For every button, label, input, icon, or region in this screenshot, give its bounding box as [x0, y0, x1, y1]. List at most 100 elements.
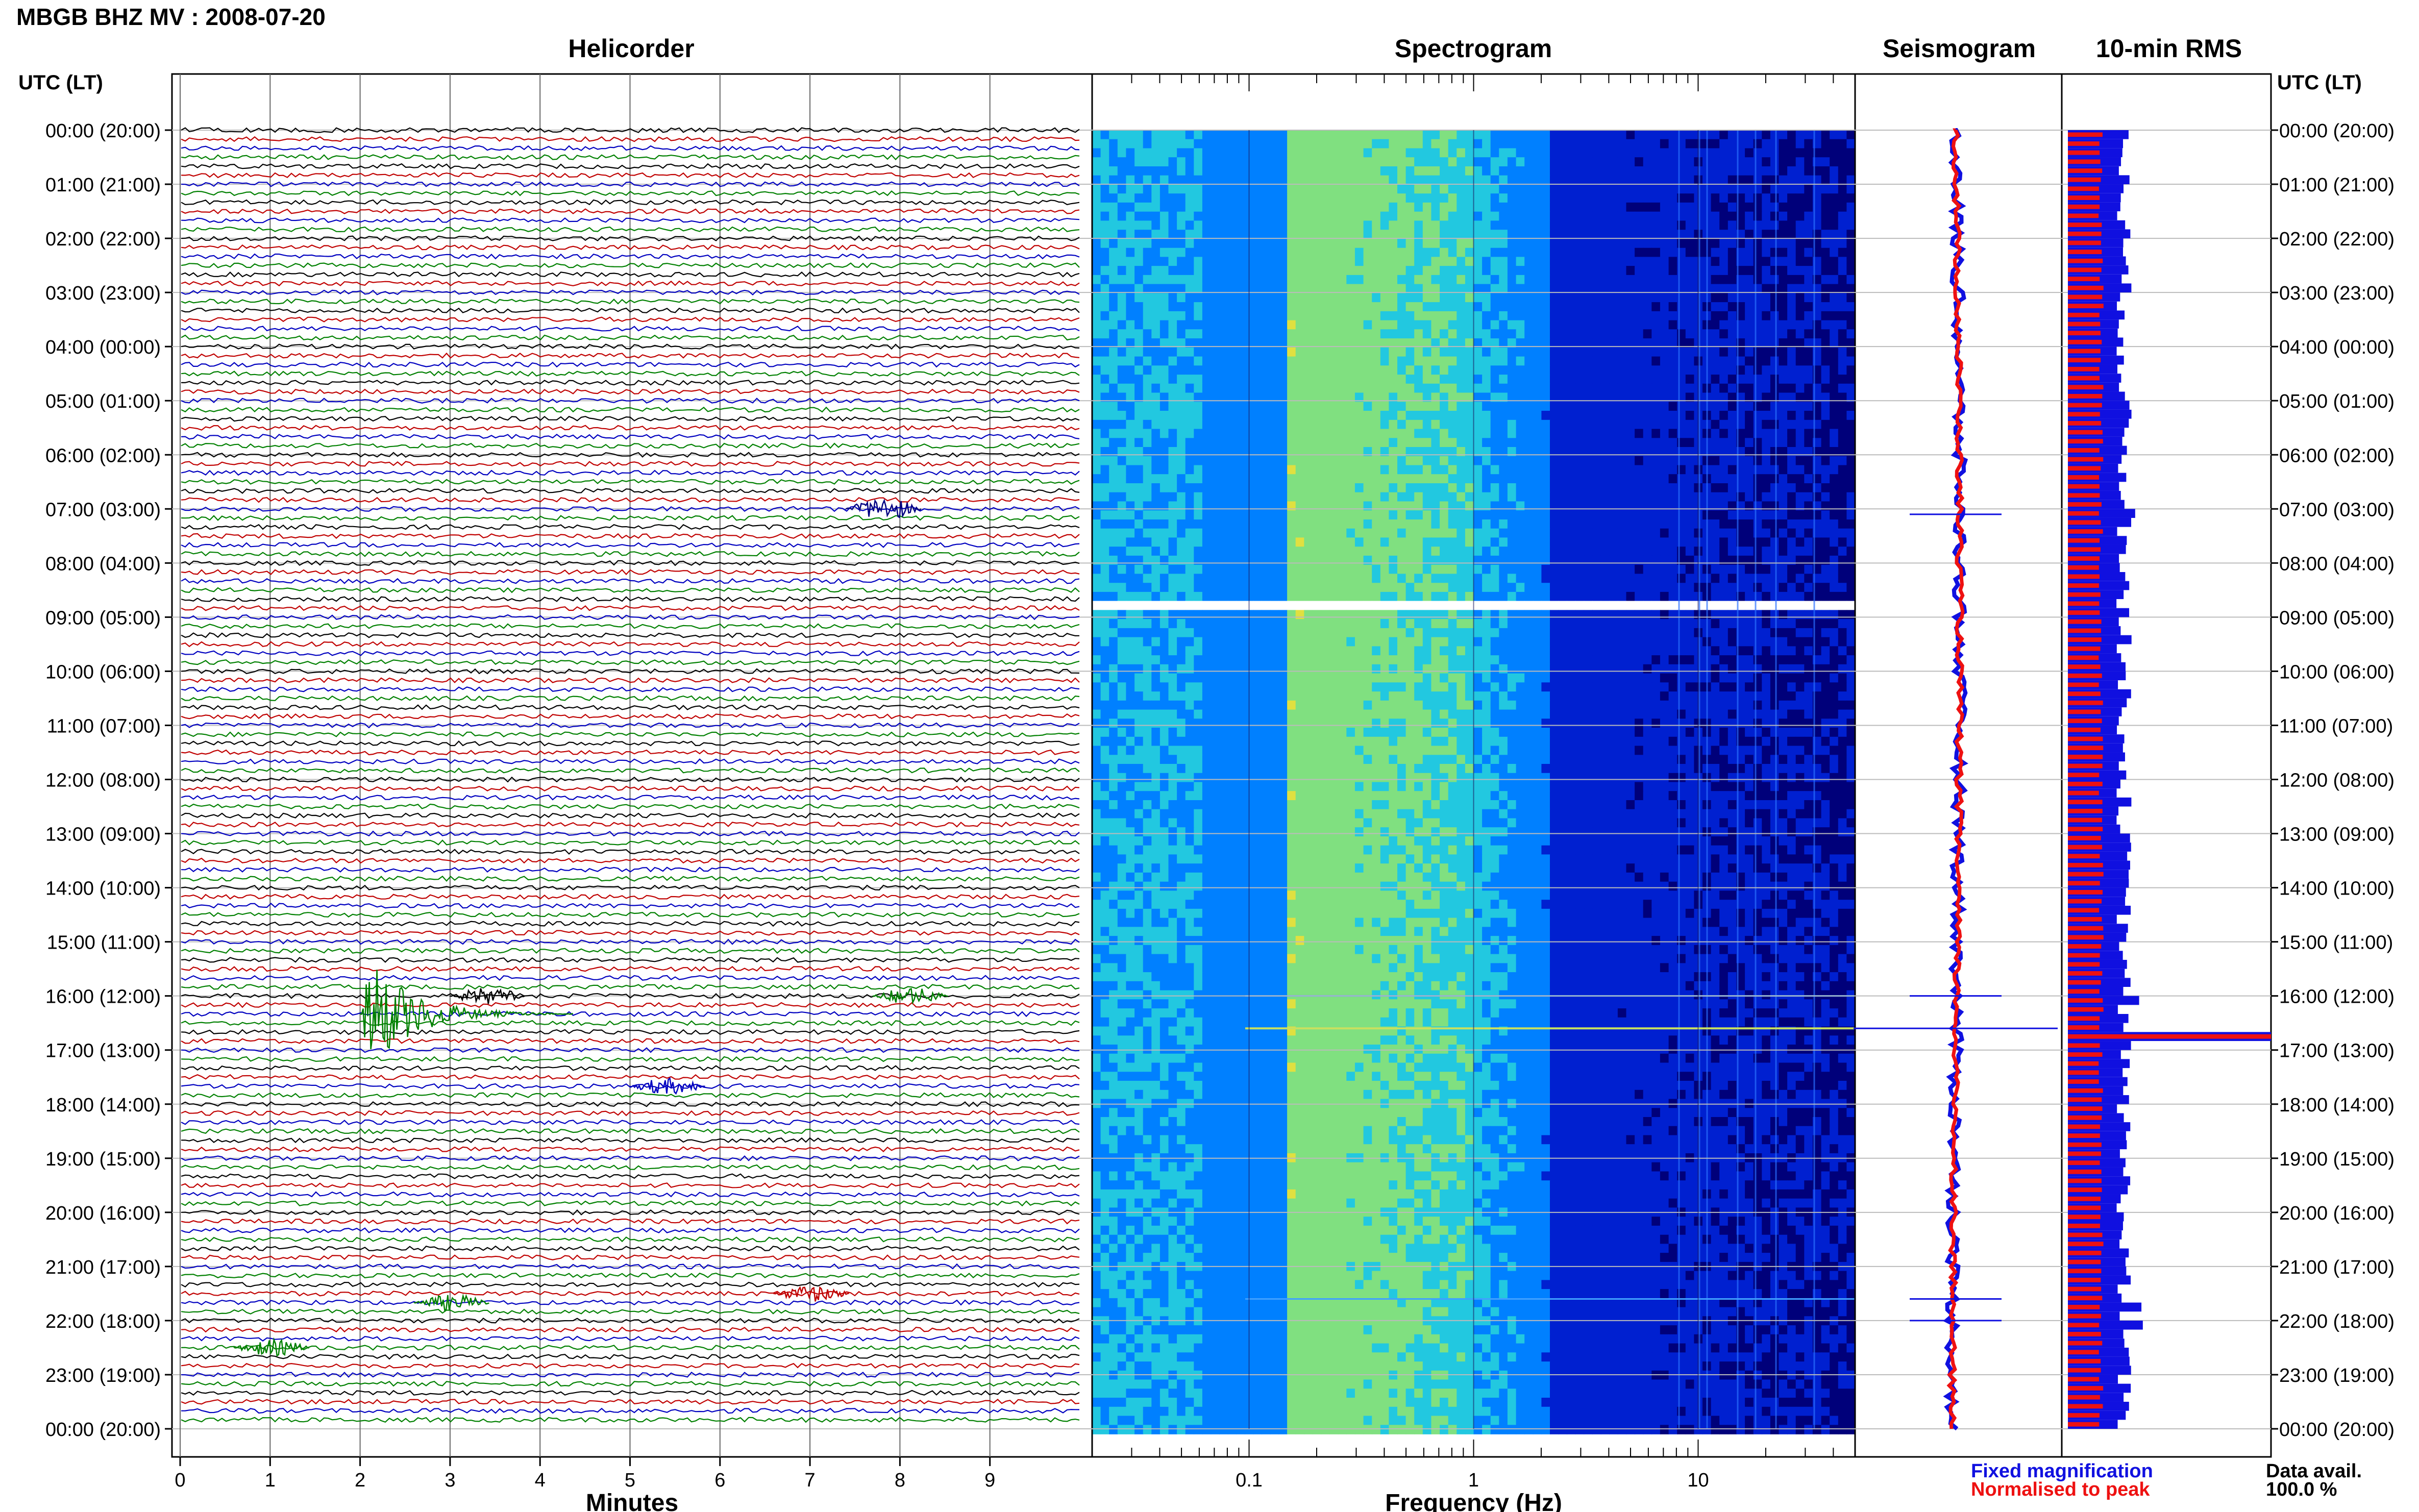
legend-fixed-magnification: Fixed magnification	[1971, 1460, 2153, 1482]
helicorder-trace	[181, 380, 1080, 386]
helicorder-trace	[181, 1399, 1080, 1405]
spectrogram-title: Spectrogram	[1394, 34, 1552, 63]
helicorder-trace	[181, 172, 1080, 179]
rms-normalised-bar	[2068, 754, 2103, 759]
y-tick-label-left: 17:00 (13:00)	[45, 1040, 161, 1062]
helicorder-trace	[181, 262, 1080, 268]
rms-normalised-bar	[2068, 872, 2104, 877]
rms-normalised-bar	[2068, 321, 2101, 327]
rms-normalised-bar	[2068, 1242, 2104, 1247]
rms-normalised-bar	[2068, 204, 2100, 209]
helicorder-trace	[181, 370, 1080, 377]
rms-normalised-bar	[2068, 1404, 2103, 1409]
rms-normalised-bar	[2068, 619, 2102, 624]
helicorder-trace	[181, 903, 1080, 909]
helicorder-trace	[181, 921, 1080, 927]
helicorder-trace	[181, 434, 1080, 440]
rms-normalised-bar	[2068, 493, 2100, 498]
figure-title: MBGB BHZ MV : 2008-07-20	[16, 4, 326, 30]
helicorder-trace	[181, 1281, 1080, 1288]
y-tick-label-left: 07:00 (03:00)	[45, 499, 161, 520]
y-tick-label-right: 02:00 (22:00)	[2279, 229, 2395, 250]
rms-normalised-bar	[2068, 186, 2099, 191]
y-tick-label-left: 10:00 (06:00)	[45, 661, 161, 683]
rms-normalised-bar	[2068, 980, 2101, 985]
rms-normalised-bar	[2068, 240, 2101, 245]
helicorder-trace	[181, 244, 1080, 251]
rms-normalised-bar	[2068, 1223, 2100, 1228]
rms-normalised-bar	[2068, 331, 2101, 336]
helicorder-trace	[181, 1335, 1080, 1342]
helicorder-trace	[181, 632, 1080, 638]
rms-normalised-bar	[2068, 1286, 2102, 1292]
rms-normalised-bar	[2068, 862, 2103, 867]
rms-normalised-bar	[2068, 1304, 2100, 1309]
helicorder-trace	[181, 812, 1080, 819]
helicorder-trace	[181, 208, 1080, 214]
helicorder-trace	[181, 1417, 1080, 1423]
rms-normalised-bar	[2068, 376, 2100, 381]
helicorder-trace	[181, 307, 1080, 314]
x-tick-label: 8	[895, 1470, 905, 1491]
rms-normalised-bar	[2068, 430, 2103, 435]
rms-normalised-bar	[2068, 700, 2103, 705]
data-avail-label: Data avail.	[2266, 1460, 2362, 1482]
helicorder-event	[872, 987, 948, 1005]
helicorder-trace	[181, 767, 1080, 774]
helicorder-trace	[181, 713, 1080, 720]
helicorder-trace	[181, 740, 1080, 747]
helicorder-trace	[181, 794, 1080, 801]
helicorder-trace	[181, 1029, 1080, 1035]
y-tick-label-left: 08:00 (04:00)	[45, 553, 161, 575]
y-tick-label-right: 23:00 (19:00)	[2279, 1365, 2395, 1386]
rms-normalised-bar	[2068, 277, 2100, 282]
rms-normalised-bar	[2068, 1395, 2100, 1400]
rms-normalised-bar	[2068, 673, 2102, 678]
y-tick-label-right: 22:00 (18:00)	[2279, 1311, 2395, 1332]
rms-normalised-bar	[2068, 556, 2100, 561]
helicorder-trace	[181, 1362, 1080, 1369]
helicorder-traces	[181, 127, 1080, 1423]
rms-normalised-bar	[2068, 403, 2102, 408]
rms-normalised-bar	[2068, 1151, 2101, 1156]
rms-normalised-bar	[2068, 817, 2103, 823]
helicorder-trace	[181, 533, 1080, 539]
helicorder-trace	[181, 199, 1080, 206]
rms-normalised-bar	[2068, 899, 2102, 904]
helicorder-trace	[181, 623, 1080, 629]
helicorder-trace	[181, 515, 1080, 521]
helicorder-trace	[181, 361, 1080, 368]
helicorder-trace	[181, 136, 1080, 142]
y-tick-label-right: 12:00 (08:00)	[2279, 770, 2395, 791]
rms-normalised-bar	[2068, 529, 2103, 534]
helicorder-trace	[181, 1083, 1080, 1089]
rms-normalised-bar	[2068, 935, 2104, 940]
rms-normalised-bar	[2068, 285, 2104, 290]
rms-normalised-bar	[2068, 1196, 2101, 1201]
helicorder-trace	[181, 659, 1080, 665]
helicorder-event	[629, 1077, 705, 1095]
helicorder-trace	[181, 326, 1080, 332]
helicorder-trace	[181, 875, 1080, 882]
rms-normalised-bar	[2068, 1422, 2100, 1427]
helicorder-trace	[181, 650, 1080, 656]
x-tick-label: 9	[984, 1470, 995, 1491]
freq-tick-label: 1	[1468, 1470, 1479, 1491]
helicorder-trace	[181, 614, 1080, 621]
helicorder-trace	[181, 957, 1080, 963]
rms-normalised-bar	[2068, 610, 2100, 615]
helicorder-trace	[181, 1056, 1080, 1062]
helicorder-trace	[181, 524, 1080, 530]
helicorder-trace	[181, 677, 1080, 684]
helicorder-trace	[181, 776, 1080, 783]
helicorder-trace	[181, 1191, 1080, 1198]
helicorder-trace	[181, 1092, 1080, 1098]
helicorder-trace	[181, 398, 1080, 404]
helicorder-trace	[181, 1236, 1080, 1243]
rms-normalised-bar	[2068, 1016, 2100, 1021]
rms-normalised-bar	[2068, 1025, 2100, 1030]
y-tick-label-left: 20:00 (16:00)	[45, 1203, 161, 1224]
helicorder-event	[359, 970, 574, 1050]
helicorder-trace	[181, 1407, 1080, 1414]
